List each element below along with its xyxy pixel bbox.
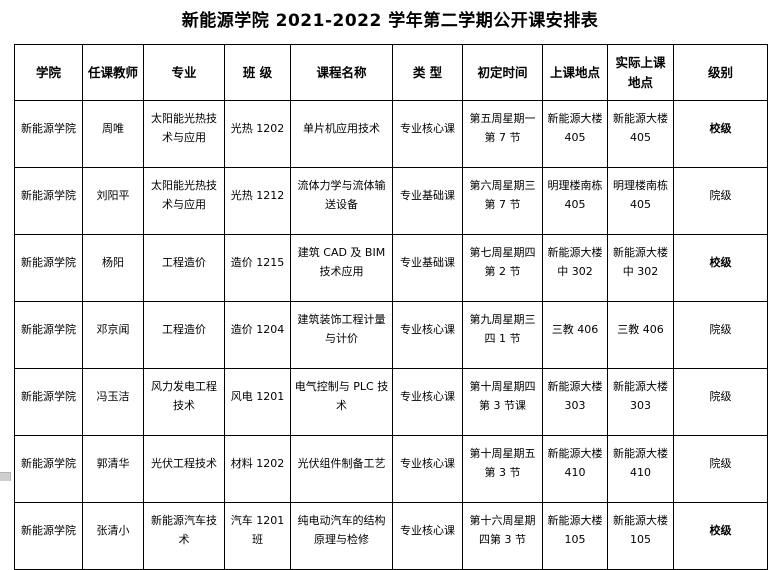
cell-level: 校级: [673, 234, 768, 302]
column-header-course: 课程名称: [290, 44, 393, 101]
column-header-time: 初定时间: [462, 44, 543, 101]
table-body: 新能源学院 周唯 太阳能光热技术与应用 光热 1202 单片机应用技术 专业核心课 第五周星…: [14, 100, 768, 570]
page-title: 新能源学院 2021-2022 学年第二学期公开课安排表: [181, 11, 599, 31]
cell-location: 明理楼南栋 405: [542, 167, 608, 235]
cell-level: 院级: [673, 301, 768, 369]
cell-actual_location: 新能源大楼 405: [607, 100, 674, 168]
cell-major: 太阳能光热技术与应用: [143, 167, 225, 235]
cell-college: 新能源学院: [14, 435, 83, 503]
cell-teacher: 张清小: [82, 502, 144, 570]
cell-location: 新能源大楼 105: [542, 502, 608, 570]
table-row: 新能源学院 刘阳平 太阳能光热技术与应用 光热 1212 流体力学与流体输送设备 专业基础…: [14, 167, 768, 235]
cell-class_name: 光热 1212: [224, 167, 291, 235]
column-header-major: 专业: [143, 44, 225, 101]
cell-time: 第十周星期四第 3 节课: [462, 368, 543, 436]
cell-course: 建筑装饰工程计量与计价: [290, 301, 393, 369]
cell-teacher: 周唯: [82, 100, 144, 168]
cell-type: 专业核心课: [392, 100, 463, 168]
cell-level: 校级: [673, 100, 768, 168]
cell-location: 新能源大楼 303: [542, 368, 608, 436]
cell-actual_location: 新能源大楼中 302: [607, 234, 674, 302]
column-header-location: 上课地点: [542, 44, 608, 101]
cell-type: 专业基础课: [392, 234, 463, 302]
cell-type: 专业基础课: [392, 167, 463, 235]
cell-type: 专业核心课: [392, 368, 463, 436]
cell-major: 工程造价: [143, 234, 225, 302]
cell-college: 新能源学院: [14, 301, 83, 369]
cell-actual_location: 新能源大楼 105: [607, 502, 674, 570]
table-row: 新能源学院 郭清华 光伏工程技术 材料 1202 光伏组件制备工艺 专业核心课 第十周星期五…: [14, 435, 768, 503]
cell-type: 专业核心课: [392, 502, 463, 570]
cell-major: 太阳能光热技术与应用: [143, 100, 225, 168]
cell-time: 第九周星期三四 1 节: [462, 301, 543, 369]
cell-college: 新能源学院: [14, 167, 83, 235]
cell-class_name: 造价 1215: [224, 234, 291, 302]
table-row: 新能源学院 杨阳 工程造价 造价 1215 建筑 CAD 及 BIM 技术应用 专业基础课…: [14, 234, 768, 302]
cell-type: 专业核心课: [392, 435, 463, 503]
cell-class_name: 材料 1202: [224, 435, 291, 503]
cell-location: 三教 406: [542, 301, 608, 369]
cell-time: 第六周星期三第 7 节: [462, 167, 543, 235]
cell-major: 光伏工程技术: [143, 435, 225, 503]
cell-location: 新能源大楼中 302: [542, 234, 608, 302]
cell-major: 新能源汽车技术: [143, 502, 225, 570]
cell-teacher: 郭清华: [82, 435, 144, 503]
cell-course: 光伏组件制备工艺: [290, 435, 393, 503]
cell-actual_location: 新能源大楼 303: [607, 368, 674, 436]
cell-teacher: 刘阳平: [82, 167, 144, 235]
cell-course: 单片机应用技术: [290, 100, 393, 168]
cell-time: 第七周星期四第 2 节: [462, 234, 543, 302]
cell-college: 新能源学院: [14, 502, 83, 570]
column-header-college: 学院: [14, 44, 83, 101]
cell-teacher: 冯玉洁: [82, 368, 144, 436]
table-row: 新能源学院 冯玉洁 风力发电工程技术 风电 1201 电气控制与 PLC 技术 专业核心课…: [14, 368, 768, 436]
cell-college: 新能源学院: [14, 368, 83, 436]
cell-location: 新能源大楼 405: [542, 100, 608, 168]
table-header-row: 学院 任课教师 专业班 级课程名称类 型初定时间 上课地点 实际上课地点 级别: [14, 44, 768, 101]
column-header-actual_location: 实际上课地点: [607, 44, 674, 101]
cell-actual_location: 三教 406: [607, 301, 674, 369]
cell-course: 电气控制与 PLC 技术: [290, 368, 393, 436]
cell-level: 院级: [673, 167, 768, 235]
cell-level: 校级: [673, 502, 768, 570]
cell-major: 工程造价: [143, 301, 225, 369]
cell-course: 建筑 CAD 及 BIM 技术应用: [290, 234, 393, 302]
column-header-teacher: 任课教师: [82, 44, 144, 101]
cell-class_name: 风电 1201: [224, 368, 291, 436]
column-header-type: 类 型: [392, 44, 463, 101]
cell-level: 院级: [673, 368, 768, 436]
cell-teacher: 杨阳: [82, 234, 144, 302]
cell-course: 纯电动汽车的结构原理与检修: [290, 502, 393, 570]
table-row: 新能源学院 邓京闻 工程造价 造价 1204 建筑装饰工程计量与计价 专业核心课 第九周星期…: [14, 301, 768, 369]
scrollbar-corner: [0, 472, 11, 481]
cell-class_name: 光热 1202: [224, 100, 291, 168]
cell-class_name: 造价 1204: [224, 301, 291, 369]
cell-location: 新能源大楼 410: [542, 435, 608, 503]
open-class-schedule-table: 学院 任课教师 专业班 级课程名称类 型初定时间 上课地点 实际上课地点 级别 新能源学院…: [14, 44, 768, 570]
cell-time: 第十周星期五第 3 节: [462, 435, 543, 503]
cell-level: 院级: [673, 435, 768, 503]
table-row: 新能源学院 张清小 新能源汽车技术 汽车 1201 班纯电动汽车的结构原理与检修 专业核…: [14, 502, 768, 570]
cell-actual_location: 新能源大楼 410: [607, 435, 674, 503]
column-header-level: 级别: [673, 44, 768, 101]
cell-college: 新能源学院: [14, 100, 83, 168]
column-header-class_name: 班 级: [224, 44, 291, 101]
cell-type: 专业核心课: [392, 301, 463, 369]
cell-time: 第十六周星期四第 3 节: [462, 502, 543, 570]
cell-actual_location: 明理楼南栋 405: [607, 167, 674, 235]
cell-major: 风力发电工程技术: [143, 368, 225, 436]
cell-teacher: 邓京闻: [82, 301, 144, 369]
table-row: 新能源学院 周唯 太阳能光热技术与应用 光热 1202 单片机应用技术 专业核心课 第五周星…: [14, 100, 768, 168]
cell-class_name: 汽车 1201 班: [224, 502, 291, 570]
cell-course: 流体力学与流体输送设备: [290, 167, 393, 235]
cell-time: 第五周星期一第 7 节: [462, 100, 543, 168]
cell-college: 新能源学院: [14, 234, 83, 302]
